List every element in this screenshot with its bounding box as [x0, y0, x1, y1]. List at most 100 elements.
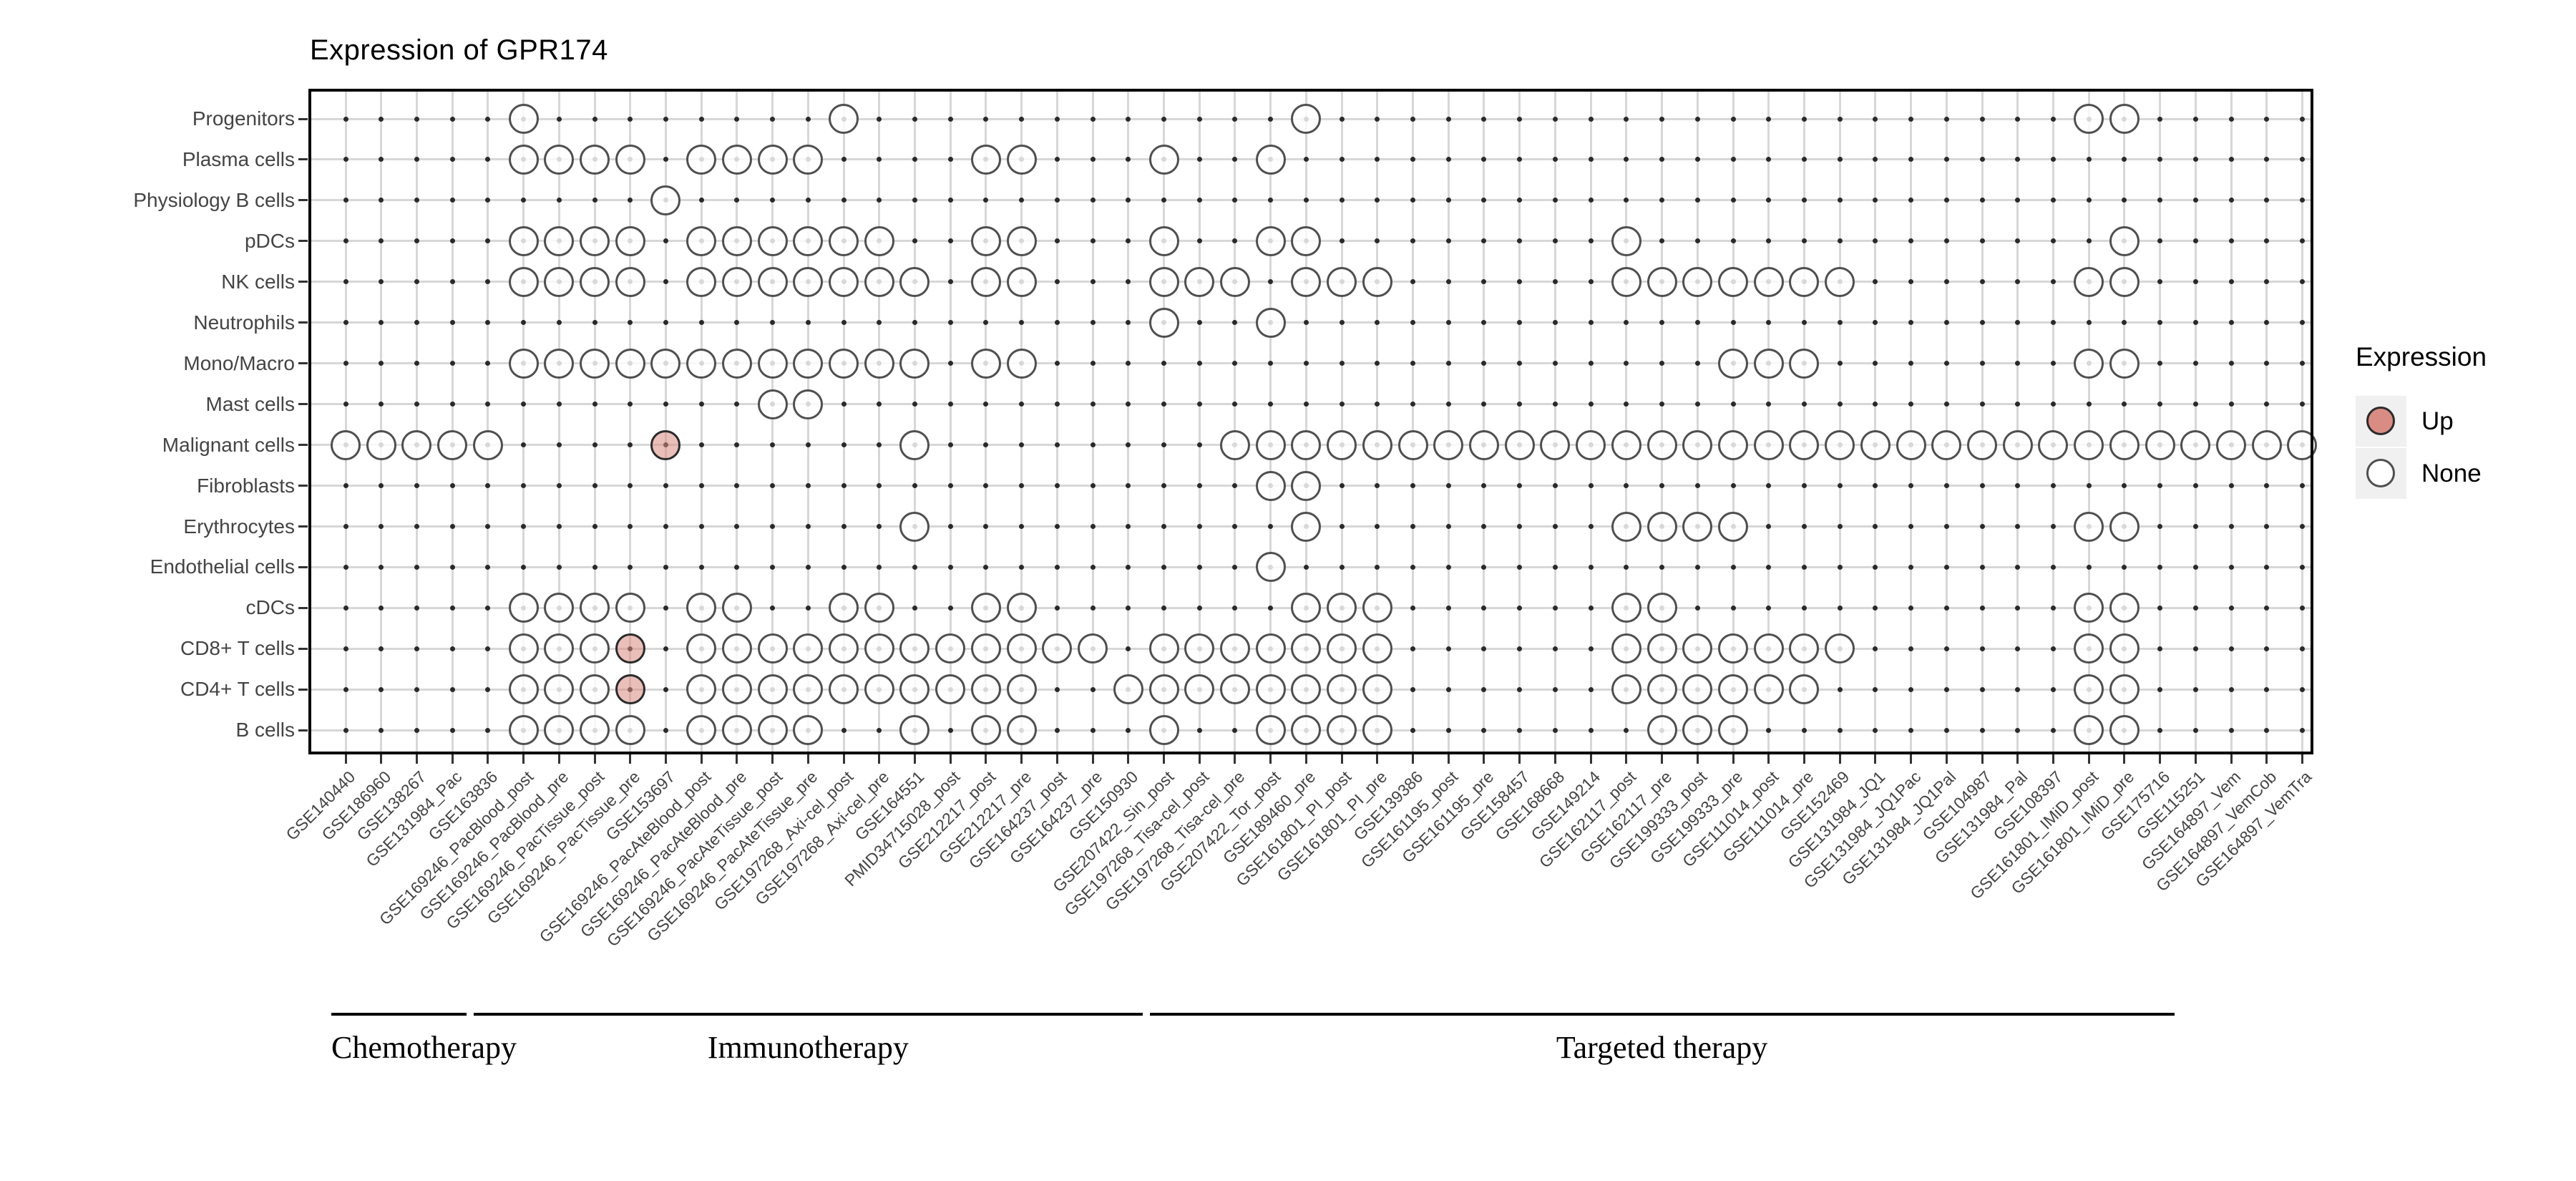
grid-point [2015, 646, 2021, 651]
y-axis-label: cDCs [245, 596, 295, 619]
grid-point [912, 157, 917, 162]
grid-point [592, 524, 597, 529]
grid-point [1766, 198, 1772, 203]
grid-point [379, 402, 384, 407]
x-axis-tick [1127, 754, 1130, 764]
grid-point [628, 483, 633, 489]
dot-none [970, 266, 1001, 297]
grid-point [485, 524, 491, 529]
grid-point [449, 402, 455, 407]
grid-point [2228, 157, 2234, 162]
grid-point [1694, 402, 1700, 407]
grid-point [2086, 402, 2092, 407]
grid-point [2192, 402, 2198, 407]
grid-point [1943, 361, 1949, 366]
dot-none [580, 348, 610, 379]
dot-up [615, 633, 645, 664]
grid-point [2192, 686, 2198, 692]
grid-point [2299, 483, 2305, 489]
grid-point [1339, 564, 1345, 570]
grid-point [1481, 605, 1487, 611]
grid-point [1375, 238, 1380, 244]
y-axis-tick [298, 606, 308, 609]
grid-point [485, 157, 491, 162]
dot-none [1148, 633, 1179, 664]
grid-point [1730, 605, 1736, 611]
grid-point [698, 198, 704, 203]
y-axis-tick [298, 565, 308, 568]
dot-none [2074, 348, 2104, 379]
dot-none [2109, 348, 2140, 379]
dot-none [829, 593, 859, 623]
grid-point [1161, 442, 1166, 448]
dot-none [2074, 674, 2104, 705]
grid-point [628, 564, 633, 570]
chart-title: Expression of GPR174 [310, 34, 608, 66]
grid-point [1090, 361, 1096, 366]
grid-point [1552, 361, 1558, 366]
grid-point [2192, 320, 2198, 326]
grid-point [1659, 564, 1665, 570]
dot-none [1611, 593, 1641, 623]
grid-point [1517, 727, 1523, 733]
x-axis-tick [1838, 754, 1841, 764]
grid-point [1517, 157, 1523, 162]
dot-none [1682, 674, 1713, 705]
grid-point [1873, 727, 1878, 733]
grid-point [2050, 198, 2056, 203]
grid-point [1196, 483, 1202, 489]
dot-none [970, 715, 1001, 746]
x-axis-tick [1625, 754, 1628, 764]
dot-none [615, 593, 645, 623]
x-axis-tick [1020, 754, 1023, 764]
grid-point [1624, 727, 1629, 733]
grid-point [2157, 483, 2163, 489]
dot-none [1362, 674, 1392, 705]
grid-point [2050, 279, 2056, 285]
grid-point [485, 646, 491, 651]
grid-point [1908, 116, 1914, 122]
grid-point [2264, 524, 2270, 529]
grid-point [805, 442, 811, 448]
x-axis-tick [2016, 754, 2019, 764]
grid-point [1588, 564, 1594, 570]
x-axis-tick [1767, 754, 1770, 764]
grid-point [1908, 198, 1914, 203]
grid-line-vertical [1163, 89, 1165, 754]
grid-point [449, 646, 455, 651]
dot-none [1611, 511, 1641, 542]
x-axis-tick [1874, 754, 1877, 764]
grid-point [947, 198, 953, 203]
grid-point [1445, 727, 1451, 733]
grid-line-vertical [1910, 89, 1913, 754]
dot-none [1291, 429, 1322, 460]
grid-point [1090, 238, 1096, 244]
grid-point [1445, 198, 1451, 203]
grid-point [1126, 279, 1131, 285]
grid-point [2228, 646, 2234, 651]
grid-point [556, 116, 562, 122]
dot-none [757, 633, 788, 664]
grid-point [449, 279, 455, 285]
grid-line-vertical [2159, 89, 2162, 754]
x-axis-tick [629, 754, 632, 764]
dot-none [2109, 266, 2140, 297]
grid-point [1126, 605, 1131, 611]
grid-point [1410, 116, 1416, 122]
grid-point [1801, 402, 1807, 407]
grid-point [1588, 646, 1594, 651]
dot-none [1753, 348, 1784, 379]
grid-point [2192, 238, 2198, 244]
grid-point [2122, 320, 2127, 326]
grid-point [1126, 157, 1131, 162]
grid-point [1873, 238, 1878, 244]
y-axis-tick [298, 647, 308, 650]
grid-point [2086, 198, 2092, 203]
grid-point [1588, 116, 1594, 122]
x-axis-tick [1981, 754, 1984, 764]
grid-point [2264, 483, 2270, 489]
grid-point [449, 157, 455, 162]
grid-point [2050, 238, 2056, 244]
dot-none [1327, 429, 1357, 460]
grid-point [1979, 646, 1985, 651]
